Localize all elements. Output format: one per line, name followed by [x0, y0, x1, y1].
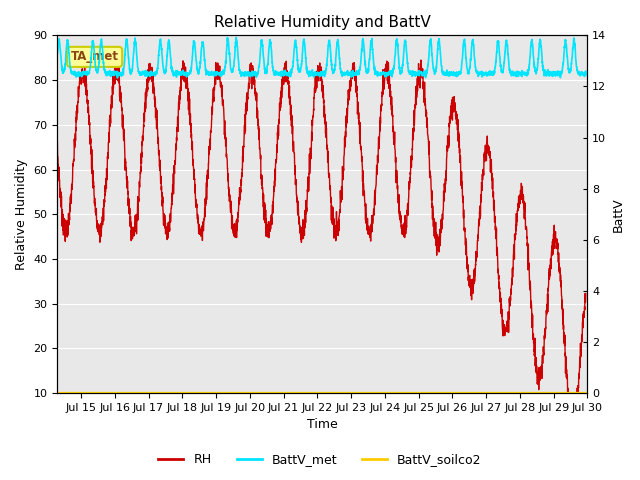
Y-axis label: BattV: BattV — [612, 197, 625, 231]
BattV_met — [232, 35, 240, 40]
Y-axis label: Relative Humidity: Relative Humidity — [15, 158, 28, 270]
RH — [582, 291, 589, 297]
BattV_soilco2 — [515, 390, 522, 396]
RH — [572, 390, 580, 396]
BattV_soilco2 — [572, 390, 579, 396]
Title: Relative Humidity and BattV: Relative Humidity and BattV — [214, 15, 431, 30]
Line: RH: RH — [58, 60, 586, 393]
BattV_met — [515, 69, 523, 75]
BattV_met — [145, 70, 153, 75]
RH — [515, 193, 522, 199]
BattV_met — [280, 71, 287, 76]
BattV_soilco2 — [54, 390, 61, 396]
BattV_soilco2 — [279, 390, 287, 396]
Legend: RH, BattV_met, BattV_soilco2: RH, BattV_met, BattV_soilco2 — [154, 448, 486, 471]
BattV_met — [257, 49, 264, 55]
RH — [417, 57, 425, 63]
BattV_met — [114, 75, 122, 81]
BattV_met — [572, 57, 580, 62]
RH — [145, 77, 153, 83]
RH — [279, 70, 287, 75]
BattV_met — [114, 70, 122, 76]
RH — [256, 148, 264, 154]
Line: BattV_met: BattV_met — [58, 37, 586, 78]
RH — [564, 390, 572, 396]
BattV_met — [54, 51, 61, 57]
RH — [114, 78, 122, 84]
BattV_soilco2 — [114, 390, 122, 396]
BattV_soilco2 — [145, 390, 153, 396]
BattV_soilco2 — [582, 390, 589, 396]
RH — [54, 140, 61, 145]
Text: TA_met: TA_met — [70, 50, 118, 63]
BattV_soilco2 — [256, 390, 264, 396]
X-axis label: Time: Time — [307, 419, 338, 432]
BattV_met — [582, 69, 589, 74]
